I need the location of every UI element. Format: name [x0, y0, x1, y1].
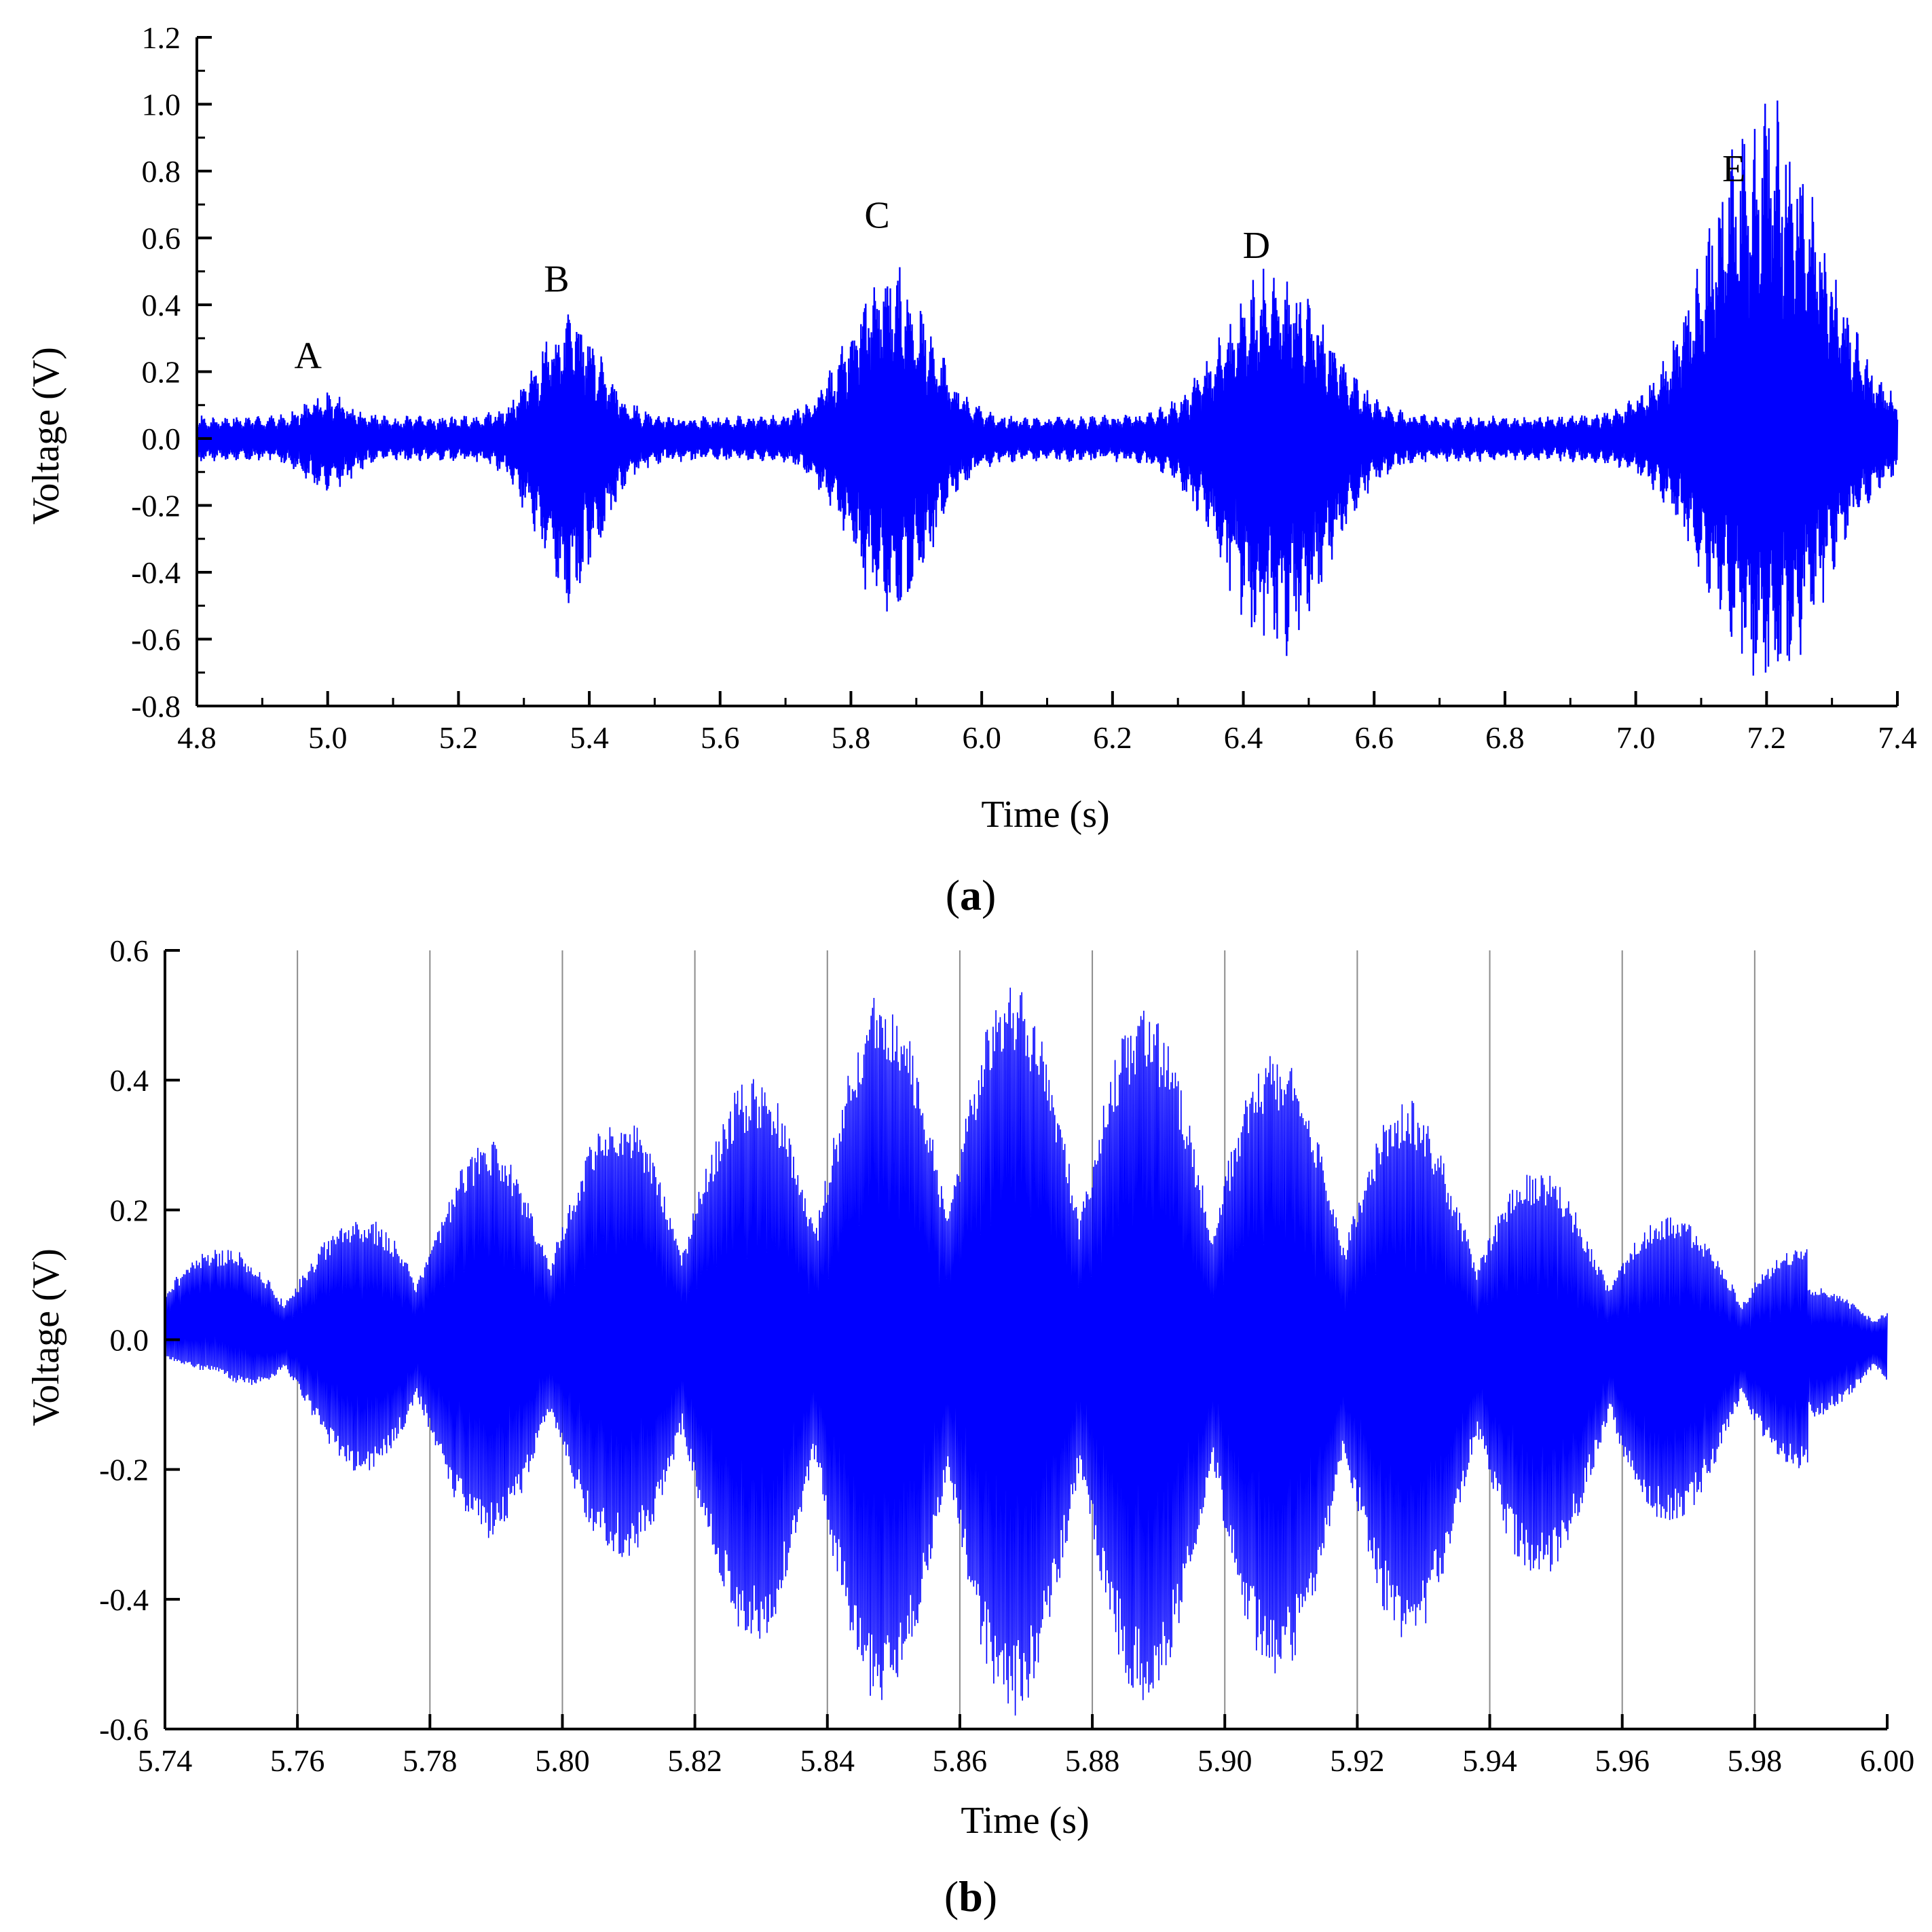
x-tick-label: 5.84	[800, 1743, 855, 1778]
x-tick-label: 6.8	[1485, 720, 1525, 755]
x-tick-label: 5.78	[403, 1743, 458, 1778]
panel-a-y-axis-title: Voltage (V)	[25, 347, 67, 525]
x-tick-label: 5.74	[138, 1743, 193, 1778]
peak-label-c: C	[864, 195, 889, 237]
peak-label-d: D	[1243, 225, 1270, 267]
panel-b-label: (b)	[944, 1872, 997, 1920]
y-tick-label: -0.8	[131, 689, 181, 724]
x-tick-label: 6.2	[1093, 720, 1132, 755]
panel-b-ticks: 5.74 5.76 5.78 5.80 5.82 5.84 5.86 5.88 5.90 5.92…	[99, 933, 1914, 1778]
x-tick-label: 6.00	[1860, 1743, 1915, 1778]
y-tick-label: -0.4	[131, 555, 181, 590]
y-tick-label: 0.0	[110, 1323, 149, 1358]
panel-a-voltage-trace	[196, 100, 1899, 676]
y-tick-label: 1.2	[142, 20, 181, 55]
y-tick-label: -0.4	[99, 1582, 149, 1617]
y-tick-label: 0.0	[142, 422, 181, 456]
x-tick-label: 5.4	[570, 720, 609, 755]
y-tick-label: 1.0	[142, 88, 181, 122]
y-tick-label: 0.2	[142, 355, 181, 390]
panel-a: 4.8 5.0 5.2 5.4 5.6 5.8 6.0 6.2 6.4 6.6 6.8 7.0 7.2 7…	[25, 20, 1917, 919]
panel-a-peak-labels: A B C D E	[295, 148, 1746, 377]
peak-label-b: B	[544, 258, 569, 300]
panel-b-x-axis-title: Time (s)	[961, 1800, 1089, 1842]
x-tick-label: 5.96	[1595, 1743, 1650, 1778]
x-tick-label: 5.8	[832, 720, 871, 755]
y-tick-label: -0.6	[131, 623, 181, 657]
panel-b-voltage-trace	[164, 987, 1888, 1716]
x-tick-label: 6.0	[962, 720, 1001, 755]
x-tick-label: 5.2	[439, 720, 479, 755]
x-tick-label: 5.82	[667, 1743, 722, 1778]
x-tick-label: 5.94	[1462, 1743, 1517, 1778]
panel-a-axes	[196, 37, 1897, 707]
x-tick-label: 5.86	[933, 1743, 988, 1778]
x-tick-label: 7.2	[1747, 720, 1787, 755]
y-tick-label: 0.2	[110, 1193, 149, 1227]
x-tick-label: 6.4	[1224, 720, 1263, 755]
peak-label-a: A	[295, 335, 322, 377]
peak-label-e: E	[1722, 148, 1745, 190]
panel-b: 5.74 5.76 5.78 5.80 5.82 5.84 5.86 5.88 5.90 5.92…	[25, 933, 1914, 1920]
x-tick-label: 5.76	[270, 1743, 325, 1778]
x-tick-label: 5.80	[535, 1743, 590, 1778]
x-tick-label: 4.8	[177, 720, 217, 755]
x-tick-label: 5.98	[1728, 1743, 1783, 1778]
y-tick-label: 0.6	[110, 933, 149, 968]
panel-a-label: (a)	[946, 871, 997, 919]
panel-a-ticks: 4.8 5.0 5.2 5.4 5.6 5.8 6.0 6.2 6.4 6.6 6.8 7.0 7.2 7…	[131, 20, 1917, 755]
y-tick-label: 0.4	[142, 288, 181, 322]
y-tick-label: 0.4	[110, 1063, 149, 1098]
x-tick-label: 7.0	[1616, 720, 1656, 755]
panel-b-y-axis-title: Voltage (V)	[25, 1248, 67, 1426]
x-tick-label: 6.6	[1354, 720, 1394, 755]
y-tick-label: 0.6	[142, 221, 181, 256]
x-tick-label: 7.4	[1878, 720, 1917, 755]
y-tick-label: -0.2	[99, 1453, 149, 1487]
y-tick-label: 0.8	[142, 154, 181, 189]
panel-a-x-axis-title: Time (s)	[981, 794, 1109, 836]
x-tick-label: 5.6	[701, 720, 740, 755]
x-tick-label: 5.92	[1330, 1743, 1385, 1778]
x-tick-label: 5.90	[1197, 1743, 1252, 1778]
y-tick-label: -0.6	[99, 1712, 149, 1747]
x-tick-label: 5.88	[1065, 1743, 1120, 1778]
y-tick-label: -0.2	[131, 489, 181, 523]
x-tick-label: 5.0	[308, 720, 348, 755]
